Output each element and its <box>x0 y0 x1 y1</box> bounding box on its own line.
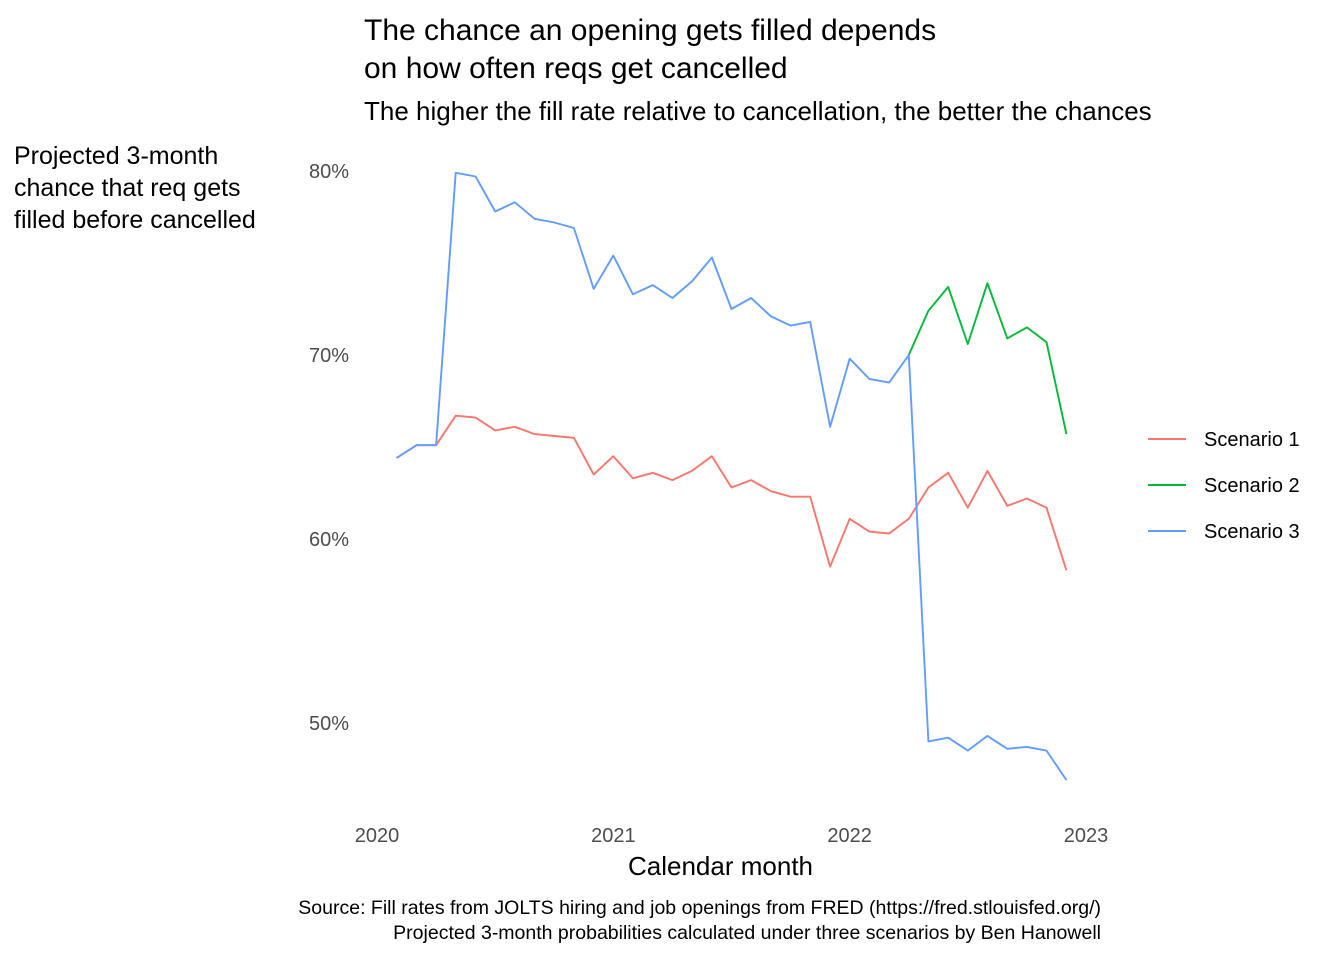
legend-label: Scenario 2 <box>1204 475 1300 497</box>
y-axis-label-line-3: filled before cancelled <box>14 206 256 234</box>
chart-title-line-2: on how often reqs get cancelled <box>364 52 788 85</box>
y-tick-label: 70% <box>309 345 349 367</box>
x-tick-label: 2021 <box>591 825 636 847</box>
y-axis-label: Projected 3-month chance that req gets f… <box>14 140 256 236</box>
caption-line-1: Source: Fill rates from JOLTS hiring and… <box>298 897 1101 919</box>
x-axis-label: Calendar month <box>628 851 813 881</box>
chart-subtitle: The higher the fill rate relative to can… <box>364 96 1152 126</box>
y-tick-label: 60% <box>309 529 349 551</box>
x-axis-ticks: 2020 2021 2022 2023 <box>355 825 1109 847</box>
legend-label: Scenario 3 <box>1204 521 1300 543</box>
chart-caption: Source: Fill rates from JOLTS hiring and… <box>298 896 1101 946</box>
y-tick-label: 50% <box>309 713 349 735</box>
x-tick-label: 2020 <box>355 825 400 847</box>
caption-line-2: Projected 3-month probabilities calculat… <box>393 922 1101 944</box>
y-axis-ticks: 50% 60% 70% 80% <box>309 161 349 735</box>
series-lines <box>396 171 1068 781</box>
y-tick-label: 80% <box>309 161 349 183</box>
x-tick-label: 2022 <box>827 825 872 847</box>
legend-label: Scenario 1 <box>1204 429 1300 451</box>
y-axis-label-line-2: chance that req gets <box>14 174 241 202</box>
chart-title-line-1: The chance an opening gets filled depend… <box>364 14 937 47</box>
legend: Scenario 1 Scenario 2 Scenario 3 <box>1148 429 1300 543</box>
y-axis-label-line-1: Projected 3-month <box>14 142 219 170</box>
x-tick-label: 2023 <box>1064 825 1109 847</box>
series-line-scenario-1 <box>396 414 1068 571</box>
series-line-scenario-3 <box>396 171 1068 781</box>
series-line-scenario-2 <box>907 282 1068 435</box>
chart-title: The chance an opening gets filled depend… <box>364 12 1124 88</box>
